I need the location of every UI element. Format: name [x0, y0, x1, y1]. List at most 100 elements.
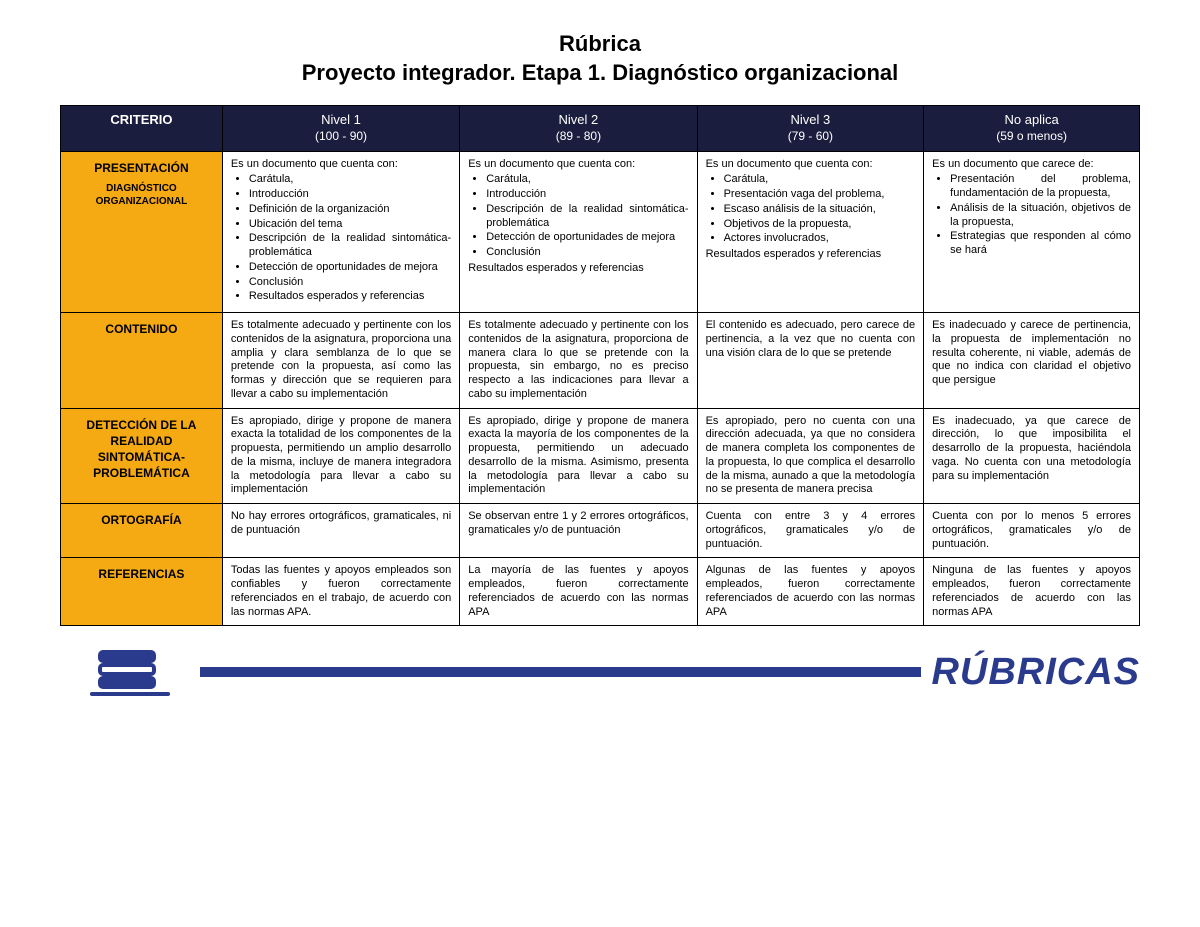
cell-text: Es apropiado, dirige y propone de manera… [231, 415, 451, 498]
cell-text: Es totalmente adecuado y pertinente con … [231, 319, 451, 402]
content-cell: Es totalmente adecuado y pertinente con … [460, 313, 697, 409]
cell-text: Se observan entre 1 y 2 errores ortográf… [468, 510, 688, 538]
bullet-item: Resultados esperados y referencias [249, 290, 451, 304]
bullet-item: Ubicación del tema [249, 218, 451, 232]
bullet-item: Conclusión [486, 246, 688, 260]
table-row: DETECCIÓN DE LA REALIDAD SINTOMÁTICA-PRO… [61, 408, 1140, 504]
bullet-item: Carátula, [724, 173, 916, 187]
content-cell: Es inadecuado, ya que carece de direcció… [924, 408, 1140, 504]
table-row: ORTOGRAFÍA No hay errores ortográficos, g… [61, 504, 1140, 558]
bullet-item: Descripción de la realidad sintomática-p… [486, 203, 688, 231]
level-range: (59 o menos) [928, 129, 1135, 145]
content-cell: Es totalmente adecuado y pertinente con … [222, 313, 459, 409]
bullet-item: Descripción de la realidad sintomática-p… [249, 232, 451, 260]
header-criterio-label: CRITERIO [110, 112, 172, 127]
content-cell: Es un documento que carece de:Presentaci… [924, 151, 1140, 313]
cell-text: Cuenta con por lo menos 5 errores ortogr… [932, 510, 1131, 551]
bullet-item: Presentación del problema, fundamentació… [950, 173, 1131, 201]
bullet-item: Definición de la organización [249, 203, 451, 217]
cell-text: La mayoría de las fuentes y apoyos emple… [468, 564, 688, 619]
header-criterio: CRITERIO [61, 106, 223, 151]
bullet-item: Escaso análisis de la situación, [724, 203, 916, 217]
table-header-row: CRITERIO Nivel 1 (100 - 90) Nivel 2 (89 … [61, 106, 1140, 151]
cell-text: Cuenta con entre 3 y 4 errores ortográfi… [706, 510, 916, 551]
content-cell: Cuenta con entre 3 y 4 errores ortográfi… [697, 504, 924, 558]
level-name: No aplica [928, 112, 1135, 129]
header-level-3: Nivel 3 (79 - 60) [697, 106, 924, 151]
cell-bullets: Carátula,IntroducciónDefinición de la or… [231, 173, 451, 304]
bullet-item: Presentación vaga del problema, [724, 188, 916, 202]
footer-divider [200, 667, 921, 677]
level-range: (89 - 80) [464, 129, 692, 145]
header-level-4: No aplica (59 o menos) [924, 106, 1140, 151]
bullet-item: Introducción [486, 188, 688, 202]
bullet-item: Actores involucrados, [724, 232, 916, 246]
content-cell: Ninguna de las fuentes y apoyos empleado… [924, 558, 1140, 626]
content-cell: Es apropiado, pero no cuenta con una dir… [697, 408, 924, 504]
bullet-item: Análisis de la situación, objetivos de l… [950, 202, 1131, 230]
header-level-2: Nivel 2 (89 - 80) [460, 106, 697, 151]
cell-text: Ninguna de las fuentes y apoyos empleado… [932, 564, 1131, 619]
cell-intro: Es un documento que cuenta con: [468, 158, 688, 172]
content-cell: Algunas de las fuentes y apoyos empleado… [697, 558, 924, 626]
content-cell: El contenido es adecuado, pero carece de… [697, 313, 924, 409]
bullet-item: Conclusión [249, 276, 451, 290]
bullet-item: Detección de oportunidades de mejora [249, 261, 451, 275]
criterion-label: ORTOGRAFÍA [101, 513, 181, 527]
content-cell: Todas las fuentes y apoyos empleados son… [222, 558, 459, 626]
cell-intro: Es un documento que carece de: [932, 158, 1131, 172]
criterion-sublabel: DIAGNÓSTICO ORGANIZACIONAL [67, 182, 216, 209]
bullet-item: Carátula, [486, 173, 688, 187]
cell-after: Resultados esperados y referencias [468, 262, 688, 276]
content-cell: Es un documento que cuenta con:Carátula,… [697, 151, 924, 313]
criterion-label: CONTENIDO [105, 322, 177, 336]
footer-label: RÚBRICAS [921, 651, 1140, 694]
footer-bar: RÚBRICAS [60, 644, 1140, 700]
cell-text: Todas las fuentes y apoyos empleados son… [231, 564, 451, 619]
rubric-table: CRITERIO Nivel 1 (100 - 90) Nivel 2 (89 … [60, 105, 1140, 626]
content-cell: No hay errores ortográficos, gramaticale… [222, 504, 459, 558]
cell-text: Es inadecuado, ya que carece de direcció… [932, 415, 1131, 484]
level-range: (79 - 60) [702, 129, 920, 145]
cell-text: Algunas de las fuentes y apoyos empleado… [706, 564, 916, 619]
cell-text: Es inadecuado y carece de pertinencia, l… [932, 319, 1131, 388]
criterion-cell: DETECCIÓN DE LA REALIDAD SINTOMÁTICA-PRO… [61, 408, 223, 504]
cell-after: Resultados esperados y referencias [706, 248, 916, 262]
books-icon [60, 644, 200, 700]
cell-bullets: Presentación del problema, fundamentació… [932, 173, 1131, 258]
content-cell: Es inadecuado y carece de pertinencia, l… [924, 313, 1140, 409]
title-line-1: Rúbrica [60, 30, 1140, 59]
cell-text: El contenido es adecuado, pero carece de… [706, 319, 916, 360]
table-row: CONTENIDO Es totalmente adecuado y pertin… [61, 313, 1140, 409]
content-cell: Se observan entre 1 y 2 errores ortográf… [460, 504, 697, 558]
content-cell: Es un documento que cuenta con:Carátula,… [222, 151, 459, 313]
criterion-cell: PRESENTACIÓN DIAGNÓSTICO ORGANIZACIONAL [61, 151, 223, 313]
bullet-item: Objetivos de la propuesta, [724, 218, 916, 232]
criterion-cell: ORTOGRAFÍA [61, 504, 223, 558]
level-name: Nivel 1 [227, 112, 455, 129]
content-cell: Es apropiado, dirige y propone de manera… [222, 408, 459, 504]
cell-text: No hay errores ortográficos, gramaticale… [231, 510, 451, 538]
page-title-block: Rúbrica Proyecto integrador. Etapa 1. Di… [60, 30, 1140, 87]
criterion-label: PRESENTACIÓN [94, 161, 188, 175]
criterion-cell: REFERENCIAS [61, 558, 223, 626]
table-row: REFERENCIAS Todas las fuentes y apoyos em… [61, 558, 1140, 626]
cell-intro: Es un documento que cuenta con: [231, 158, 451, 172]
title-line-2: Proyecto integrador. Etapa 1. Diagnóstic… [60, 59, 1140, 88]
bullet-item: Estrategias que responden al cómo se har… [950, 230, 1131, 258]
cell-intro: Es un documento que cuenta con: [706, 158, 916, 172]
criterion-label: REFERENCIAS [98, 567, 184, 581]
content-cell: Es apropiado, dirige y propone de manera… [460, 408, 697, 504]
criterion-cell: CONTENIDO [61, 313, 223, 409]
table-row: PRESENTACIÓNDIAGNÓSTICO ORGANIZACIONALEs… [61, 151, 1140, 313]
bullet-item: Introducción [249, 188, 451, 202]
level-name: Nivel 2 [464, 112, 692, 129]
level-range: (100 - 90) [227, 129, 455, 145]
cell-text: Es apropiado, pero no cuenta con una dir… [706, 415, 916, 498]
content-cell: La mayoría de las fuentes y apoyos emple… [460, 558, 697, 626]
content-cell: Es un documento que cuenta con:Carátula,… [460, 151, 697, 313]
cell-text: Es apropiado, dirige y propone de manera… [468, 415, 688, 498]
cell-text: Es totalmente adecuado y pertinente con … [468, 319, 688, 402]
header-level-1: Nivel 1 (100 - 90) [222, 106, 459, 151]
bullet-item: Carátula, [249, 173, 451, 187]
